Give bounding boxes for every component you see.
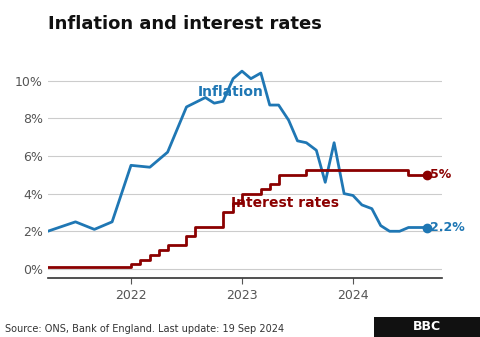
Text: Inflation: Inflation <box>198 85 264 99</box>
Text: BBC: BBC <box>413 320 441 333</box>
Text: 2.2%: 2.2% <box>430 221 464 234</box>
Text: 5%: 5% <box>430 168 451 181</box>
Text: Inflation and interest rates: Inflation and interest rates <box>48 15 322 33</box>
Text: Interest rates: Interest rates <box>231 196 339 210</box>
Text: Source: ONS, Bank of England. Last update: 19 Sep 2024: Source: ONS, Bank of England. Last updat… <box>5 324 284 334</box>
